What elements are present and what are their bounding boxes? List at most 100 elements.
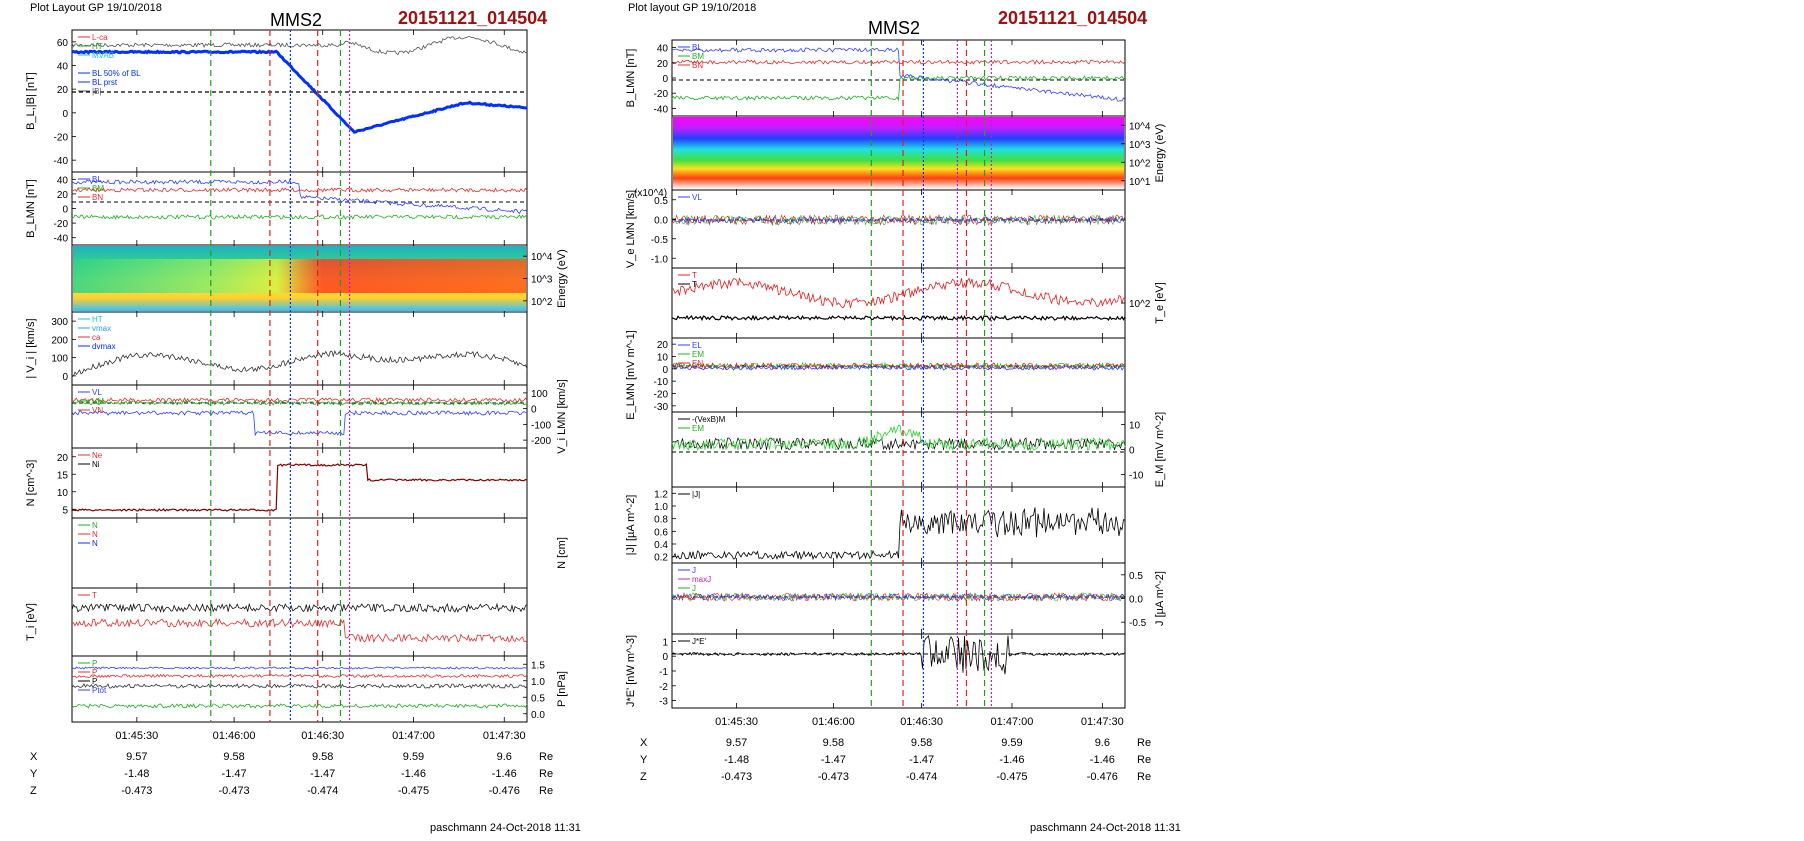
right-y-axis-label: |J| [µA m^-2]	[625, 495, 637, 556]
left-y-tick-label: 100	[51, 354, 68, 365]
left-coord-unit: Re	[539, 751, 553, 763]
right-y-axis-label: B_LMN [nT]	[625, 49, 637, 108]
series-line	[71, 178, 528, 215]
right-y-tick-label: 0	[662, 652, 668, 663]
right-y-tick-label: 20	[657, 340, 669, 351]
series-line	[671, 592, 1126, 603]
right-coord-value: -1.47	[821, 754, 846, 766]
right-y-tick-label: -2	[659, 682, 668, 693]
right-y-tick-label: 40	[657, 44, 669, 55]
series-line	[672, 47, 1126, 102]
right-coord-value: -1.48	[724, 754, 749, 766]
right-y-tick-label: 0.0	[654, 215, 668, 226]
left-coord-label: Z	[30, 785, 37, 797]
right-legend-entry: BM	[692, 52, 704, 61]
left-coord-value: 9.6	[497, 751, 512, 763]
left-y-tick-label: 200	[51, 335, 68, 346]
right-y-tick-label: 10	[1129, 421, 1141, 432]
left-y-tick-label: 40	[57, 175, 69, 186]
left-legend-entry: BL 50% of BL	[92, 69, 141, 78]
right-coord-unit: Re	[1137, 754, 1151, 766]
right-spacecraft-title: MMS2	[868, 18, 921, 38]
left-y-tick-label: 0	[531, 405, 537, 416]
left-legend-entry: VL	[92, 388, 102, 397]
left-y-tick-label: -100	[531, 420, 551, 431]
right-legend-entry: J	[692, 584, 696, 593]
left-legend-entry: MVAB	[92, 51, 114, 60]
left-coord-label: X	[30, 751, 38, 763]
left-x-tick-label: 01:46:30	[301, 730, 344, 742]
left-coord-value: -0.475	[398, 785, 429, 797]
left-legend-entry: ca	[92, 333, 101, 342]
left-coord-value: 9.58	[223, 751, 244, 763]
right-y-tick-label: 1.2	[654, 489, 668, 500]
right-y-tick-label: 1.0	[654, 502, 668, 513]
series-line	[71, 399, 528, 406]
right-y-tick-label: -10	[654, 377, 669, 388]
right-event-id: 20151121_014504	[998, 8, 1148, 28]
left-y-tick-label: 20	[57, 453, 69, 464]
left-coord-label: Y	[30, 768, 38, 780]
right-coord-value: 9.57	[726, 737, 747, 749]
left-layout-label: Plot Layout GP 19/10/2018	[30, 2, 162, 14]
left-absB-line	[71, 36, 528, 56]
left-legend-entry: HT	[92, 315, 103, 324]
right-legend-entry: maxJ	[692, 575, 711, 584]
right-y-tick-label: 20	[657, 59, 669, 70]
right-x-tick-label: 01:46:00	[812, 716, 855, 728]
left-y-axis-label: | V_i | [km/s]	[25, 318, 37, 378]
left-y-tick-label: 100	[531, 389, 548, 400]
left-coord-value: 9.59	[403, 751, 424, 763]
right-coord-value: 9.58	[911, 737, 932, 749]
left-footer: paschmann 24-Oct-2018 11:31	[430, 822, 581, 834]
right-coord-label: Z	[640, 771, 647, 783]
series-line	[71, 673, 528, 679]
right-y-tick-label: -30	[654, 402, 669, 413]
left-legend-entry: Ptot	[92, 686, 107, 695]
series-line	[671, 424, 1126, 452]
right-panel-frame-5	[671, 411, 1126, 488]
right-panel-frame-4	[671, 337, 1126, 413]
left-y-tick-label: 1.0	[531, 677, 545, 688]
right-legend-entry: T	[692, 271, 697, 280]
left-y-tick-label: 1.5	[531, 660, 545, 671]
left-y-tick-label: 10^4	[531, 252, 553, 263]
left-legend-entry: BM	[92, 184, 104, 193]
left-legend-entry: P	[92, 668, 97, 677]
right-coord-unit: Re	[1137, 737, 1151, 749]
right-legend-entry: EL	[692, 341, 702, 350]
left-y-axis-label: Energy (eV)	[556, 249, 568, 308]
right-legend-entry: EM	[692, 424, 704, 433]
right-y-tick-label: 0.5	[654, 196, 668, 207]
series-line	[71, 602, 528, 614]
right-x-tick-label: 01:45:30	[715, 716, 758, 728]
right-x-tick-label: 01:47:30	[1081, 716, 1124, 728]
right-coord-value: -0.474	[906, 771, 937, 783]
right-coord-value: -0.473	[721, 771, 752, 783]
series-line	[71, 410, 527, 437]
left-y-tick-label: 60	[57, 38, 69, 49]
right-legend-entry: T	[692, 280, 697, 289]
right-coord-value: -1.46	[999, 754, 1024, 766]
left-y-tick-label: -20	[54, 133, 69, 144]
right-y-axis-label: Energy (eV)	[1154, 124, 1166, 183]
left-coord-value: -1.46	[401, 768, 426, 780]
right-y-tick-label: 10	[657, 353, 669, 364]
right-y-tick-label: -0.5	[651, 235, 669, 246]
series-line	[71, 703, 528, 709]
right-y-tick-label: 0	[1129, 446, 1135, 457]
right-coord-label: X	[640, 737, 648, 749]
series-line	[671, 59, 1126, 66]
left-x-tick-label: 01:47:30	[483, 730, 526, 742]
right-legend-entry: EN	[692, 359, 703, 368]
left-legend-entry: VM	[92, 397, 104, 406]
right-y-tick-label: -20	[654, 89, 669, 100]
left-coord-value: -0.474	[307, 785, 338, 797]
left-legend-entry: N	[92, 539, 98, 548]
left-coord-value: -0.476	[489, 785, 520, 797]
left-legend-entry: HT	[92, 42, 103, 51]
series-line	[671, 277, 1126, 309]
right-y-axis-label: J*E' [nW m^-3]	[625, 635, 637, 707]
left-coord-unit: Re	[539, 785, 553, 797]
